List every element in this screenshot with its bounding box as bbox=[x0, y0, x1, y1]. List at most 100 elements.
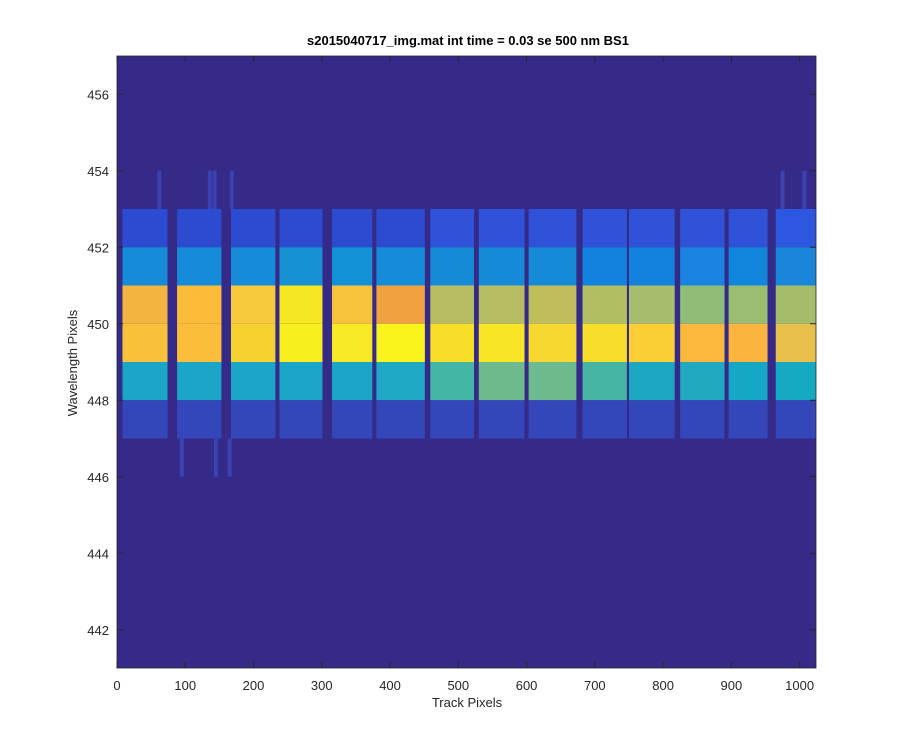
heatmap-cell bbox=[230, 285, 276, 324]
heatmap-cell bbox=[279, 209, 323, 248]
heatmap-cell bbox=[430, 247, 475, 286]
heatmap-cell bbox=[177, 323, 222, 362]
x-tick-label: 900 bbox=[721, 678, 743, 693]
x-tick-label: 100 bbox=[174, 678, 196, 693]
heatmap-cell bbox=[728, 323, 768, 362]
heatmap-cell bbox=[376, 209, 425, 248]
y-tick-label: 454 bbox=[87, 164, 109, 179]
heatmap-cell bbox=[680, 400, 725, 439]
heatmap-cell bbox=[376, 285, 425, 324]
heatmap-cell bbox=[430, 323, 475, 362]
heatmap-cell bbox=[680, 247, 725, 286]
heatmap-cell bbox=[775, 400, 816, 439]
heatmap-cell bbox=[628, 209, 675, 248]
x-axis-label: Track Pixels bbox=[432, 695, 503, 710]
heatmap-cell bbox=[680, 285, 725, 324]
y-tick-label: 444 bbox=[87, 546, 109, 561]
heatmap-cell bbox=[230, 400, 276, 439]
heatmap-cell bbox=[628, 285, 675, 324]
x-tick-label: 200 bbox=[243, 678, 265, 693]
heatmap-cell bbox=[628, 362, 675, 401]
heatmap-cell bbox=[728, 400, 768, 439]
heatmap-cell bbox=[478, 400, 525, 439]
heatmap-cell bbox=[528, 209, 577, 248]
heatmap-cell bbox=[279, 362, 323, 401]
x-tick-label: 1000 bbox=[785, 678, 814, 693]
y-tick-label: 456 bbox=[87, 87, 109, 102]
y-tick-label: 446 bbox=[87, 470, 109, 485]
x-tick-label: 700 bbox=[584, 678, 606, 693]
heatmap-cell bbox=[528, 400, 577, 439]
heatmap-cell bbox=[376, 323, 425, 362]
heatmap-cell bbox=[582, 400, 627, 439]
plot-frame bbox=[116, 55, 817, 669]
heatmap-cell bbox=[582, 247, 627, 286]
heatmap-streak bbox=[780, 170, 785, 209]
heatmap-cell bbox=[376, 400, 425, 439]
heatmap-cell bbox=[775, 247, 816, 286]
heatmap-cell bbox=[628, 247, 675, 286]
heatmap-cell bbox=[680, 209, 725, 248]
heatmap-cell bbox=[478, 209, 525, 248]
y-tick-label: 450 bbox=[87, 317, 109, 332]
heatmap-cell bbox=[680, 362, 725, 401]
heatmap-cell bbox=[430, 285, 475, 324]
heatmap-cell bbox=[332, 400, 373, 439]
heatmap-cell bbox=[177, 209, 222, 248]
heatmap-cell bbox=[582, 362, 627, 401]
x-tick-label: 600 bbox=[516, 678, 538, 693]
heatmap-cell bbox=[332, 285, 373, 324]
x-tick-label: 300 bbox=[311, 678, 333, 693]
x-tick-label: 800 bbox=[652, 678, 674, 693]
heatmap-cell bbox=[628, 400, 675, 439]
heatmap-cell bbox=[728, 362, 768, 401]
y-tick-label: 448 bbox=[87, 393, 109, 408]
heatmap-cell bbox=[230, 323, 276, 362]
chart-title: s2015040717_img.mat int time = 0.03 se 5… bbox=[307, 33, 629, 48]
heatmap-cell bbox=[430, 209, 475, 248]
heatmap-cell bbox=[478, 247, 525, 286]
heatmap-cell bbox=[122, 285, 168, 324]
y-tick-label: 442 bbox=[87, 623, 109, 638]
y-axis-label: Wavelength Pixels bbox=[65, 309, 80, 416]
heatmap-cell bbox=[728, 285, 768, 324]
heatmap-cell bbox=[332, 247, 373, 286]
heatmap-cell bbox=[177, 247, 222, 286]
heatmap-cell bbox=[775, 209, 816, 248]
heatmap-cell bbox=[680, 323, 725, 362]
y-axis: 442 444 446 448 450 452 454 456 bbox=[87, 87, 816, 638]
heatmap-cell bbox=[430, 400, 475, 439]
heatmap-cell bbox=[332, 362, 373, 401]
heatmap-streak bbox=[212, 170, 217, 209]
heatmap-cell bbox=[582, 209, 627, 248]
heatmap-cell bbox=[628, 323, 675, 362]
heatmap-cell bbox=[376, 362, 425, 401]
heatmap-streak bbox=[802, 170, 807, 209]
heatmap-cell bbox=[332, 209, 373, 248]
heatmap-cell bbox=[775, 323, 816, 362]
heatmap-streak bbox=[179, 438, 184, 477]
heatmap-cell bbox=[478, 323, 525, 362]
x-tick-label: 0 bbox=[113, 678, 120, 693]
heatmap-streak bbox=[213, 438, 218, 477]
heatmap-streak bbox=[227, 438, 232, 477]
heatmap-cell bbox=[177, 362, 222, 401]
heatmap-cell bbox=[279, 323, 323, 362]
heatmap-cell bbox=[122, 362, 168, 401]
heatmap-cell bbox=[122, 247, 168, 286]
plot-area bbox=[116, 55, 817, 669]
heatmap-cell bbox=[230, 209, 276, 248]
heatmap-cell bbox=[528, 362, 577, 401]
heatmap-cell bbox=[775, 362, 816, 401]
heatmap-cell bbox=[528, 247, 577, 286]
y-tick-label: 452 bbox=[87, 240, 109, 255]
heatmap-cell bbox=[376, 247, 425, 286]
heatmap-cell bbox=[478, 285, 525, 324]
heatmap-cell bbox=[279, 285, 323, 324]
heatmap-cell bbox=[122, 209, 168, 248]
heatmap-cell bbox=[332, 323, 373, 362]
heatmap-cell bbox=[478, 362, 525, 401]
heatmap-cell bbox=[279, 400, 323, 439]
heatmap-cell bbox=[177, 285, 222, 324]
